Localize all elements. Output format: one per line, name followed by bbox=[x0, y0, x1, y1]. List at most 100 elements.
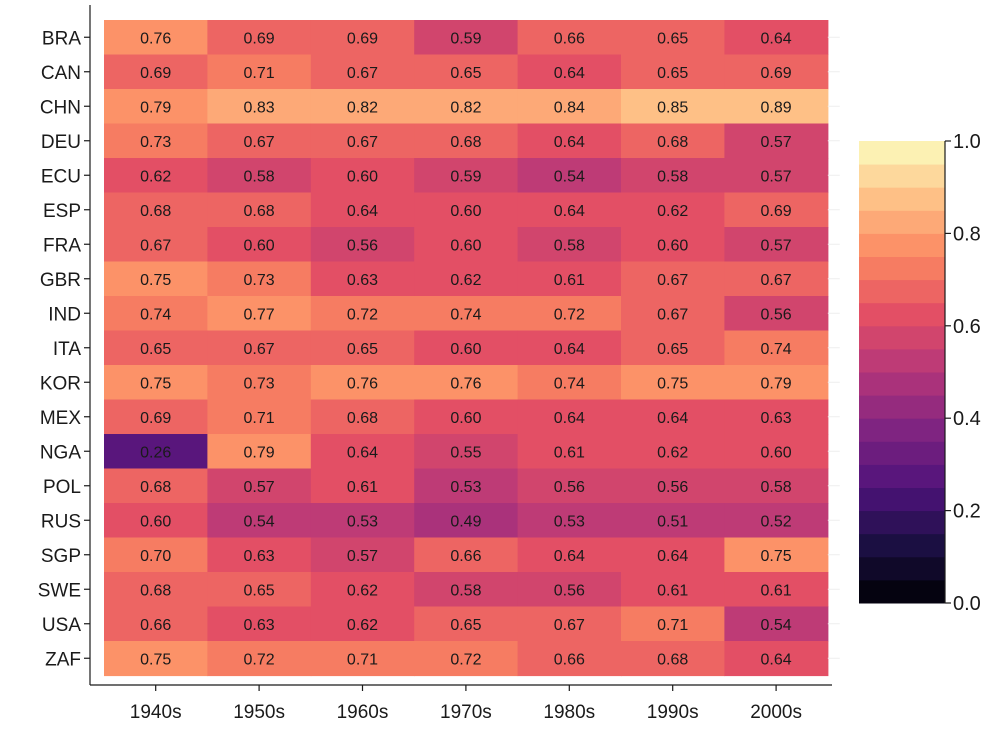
cell-value-label: 0.57 bbox=[347, 548, 378, 565]
heatmap-cell bbox=[310, 296, 415, 332]
cell-value-label: 0.64 bbox=[657, 548, 688, 565]
heatmap-cell bbox=[517, 365, 622, 401]
cell-value-label: 0.57 bbox=[244, 479, 275, 496]
cell-value-label: 0.64 bbox=[554, 203, 585, 220]
heatmap-cell bbox=[104, 399, 208, 435]
heatmap-cell bbox=[517, 261, 622, 297]
heatmap-cell bbox=[414, 20, 519, 56]
cell-value-label: 0.65 bbox=[347, 341, 378, 358]
heatmap-cell bbox=[414, 227, 519, 263]
cell-value-label: 0.66 bbox=[554, 30, 585, 47]
heatmap-cell bbox=[310, 330, 415, 366]
colorbar-tick-label: 0.6 bbox=[953, 316, 981, 338]
colorbar-segment bbox=[859, 579, 945, 604]
cell-value-label: 0.61 bbox=[347, 479, 378, 496]
x-tick-label: 1960s bbox=[337, 702, 389, 723]
heatmap-cell bbox=[310, 468, 415, 504]
y-tick-label: ECU bbox=[41, 166, 81, 187]
heatmap-cell bbox=[621, 572, 725, 608]
cell-value-label: 0.74 bbox=[761, 341, 792, 358]
heatmap-cell bbox=[517, 20, 622, 56]
cell-value-label: 0.59 bbox=[450, 168, 481, 185]
cell-value-label: 0.53 bbox=[554, 513, 585, 530]
cell-value-label: 0.83 bbox=[244, 99, 275, 116]
heatmap-cell bbox=[207, 434, 312, 470]
cell-value-label: 0.79 bbox=[140, 99, 171, 116]
cell-value-label: 0.62 bbox=[657, 203, 688, 220]
cell-value-label: 0.72 bbox=[347, 306, 378, 323]
cell-value-label: 0.60 bbox=[347, 168, 378, 185]
cell-value-label: 0.68 bbox=[347, 410, 378, 427]
heatmap-cell bbox=[621, 434, 725, 470]
cell-value-label: 0.67 bbox=[347, 134, 378, 151]
cell-value-label: 0.67 bbox=[761, 272, 792, 289]
cell-value-label: 0.76 bbox=[450, 375, 481, 392]
cell-value-label: 0.68 bbox=[140, 479, 171, 496]
heatmap-cell bbox=[414, 365, 519, 401]
heatmap-cell bbox=[517, 572, 622, 608]
cell-value-label: 0.60 bbox=[657, 237, 688, 254]
cell-value-label: 0.62 bbox=[347, 582, 378, 599]
cell-value-label: 0.54 bbox=[244, 513, 275, 530]
heatmap-cell bbox=[724, 503, 829, 539]
cell-value-label: 0.65 bbox=[657, 65, 688, 82]
cell-value-label: 0.54 bbox=[554, 168, 585, 185]
heatmap-cell bbox=[104, 330, 208, 366]
heatmap-cell bbox=[517, 468, 622, 504]
cell-value-label: 0.72 bbox=[244, 651, 275, 668]
heatmap-cell bbox=[104, 365, 208, 401]
cell-value-label: 0.74 bbox=[450, 306, 481, 323]
cell-value-label: 0.79 bbox=[244, 444, 275, 461]
heatmap-cell bbox=[517, 537, 622, 573]
colorbar-tick-label: 0.8 bbox=[953, 223, 981, 245]
heatmap-cell bbox=[621, 399, 725, 435]
cell-value-label: 0.59 bbox=[450, 30, 481, 47]
cell-value-label: 0.69 bbox=[761, 65, 792, 82]
cell-value-label: 0.64 bbox=[554, 65, 585, 82]
colorbar-segment bbox=[859, 464, 945, 488]
heatmap-cell bbox=[104, 261, 208, 297]
heatmap-cell bbox=[104, 537, 208, 573]
heatmap-cell bbox=[310, 537, 415, 573]
cell-value-label: 0.61 bbox=[554, 444, 585, 461]
heatmap-cell bbox=[621, 365, 725, 401]
colorbar-segment bbox=[859, 556, 945, 581]
heatmap-cell bbox=[310, 606, 415, 642]
y-tick-label: CAN bbox=[41, 63, 81, 84]
heatmap-cell bbox=[414, 572, 519, 608]
cell-value-label: 0.68 bbox=[140, 582, 171, 599]
cell-value-label: 0.67 bbox=[244, 134, 275, 151]
cell-value-label: 0.71 bbox=[657, 617, 688, 634]
y-tick-label: ZAF bbox=[45, 649, 81, 670]
heatmap-cell bbox=[517, 330, 622, 366]
colorbar-tick-label: 0.4 bbox=[953, 408, 981, 430]
heatmap-cell bbox=[517, 296, 622, 332]
heatmap-cell bbox=[724, 572, 829, 608]
colorbar-segment bbox=[859, 187, 945, 211]
y-tick-label: SWE bbox=[38, 580, 81, 601]
cell-value-label: 0.85 bbox=[657, 99, 688, 116]
heatmap-cell bbox=[517, 399, 622, 435]
cell-value-label: 0.75 bbox=[140, 651, 171, 668]
cell-value-label: 0.67 bbox=[140, 237, 171, 254]
heatmap-cell bbox=[207, 261, 312, 297]
cell-value-label: 0.73 bbox=[244, 272, 275, 289]
heatmap-cell bbox=[104, 641, 208, 677]
colorbar-segment bbox=[859, 210, 945, 234]
heatmap-cell bbox=[517, 123, 622, 159]
colorbar-segment bbox=[859, 441, 945, 465]
x-tick-label: 1970s bbox=[440, 702, 492, 723]
cell-value-label: 0.69 bbox=[140, 65, 171, 82]
heatmap-cell bbox=[517, 89, 622, 125]
heatmap-cell bbox=[207, 54, 312, 90]
cell-value-label: 0.54 bbox=[761, 617, 792, 634]
cell-value-label: 0.62 bbox=[450, 272, 481, 289]
cell-value-label: 0.75 bbox=[657, 375, 688, 392]
cell-value-label: 0.64 bbox=[657, 410, 688, 427]
heatmap-cell bbox=[310, 399, 415, 435]
cell-value-label: 0.69 bbox=[347, 30, 378, 47]
heatmap-cell bbox=[207, 20, 312, 56]
y-tick-label: FRA bbox=[43, 235, 81, 256]
